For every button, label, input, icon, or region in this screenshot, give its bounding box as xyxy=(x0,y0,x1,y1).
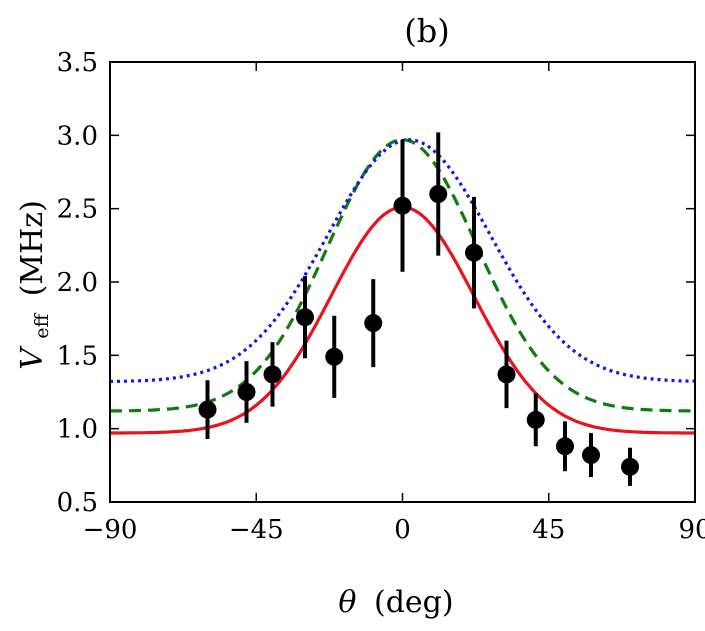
data-point xyxy=(393,196,412,215)
x-tick-label: 0 xyxy=(394,515,411,545)
y-tick-label: 0.5 xyxy=(57,488,98,518)
y-tick-label: 3.5 xyxy=(57,48,98,78)
data-points xyxy=(198,132,639,486)
plot-frame xyxy=(109,61,696,503)
x-axis-unit: (deg) xyxy=(374,585,454,620)
y-tick-labels: 0.5 1.0 1.5 2.0 2.5 3.0 3.5 xyxy=(57,48,98,518)
y-tick-label: 1.5 xyxy=(57,341,98,371)
y-axis-title: V eff (MHz) xyxy=(15,200,56,370)
y-tick-label: 2.5 xyxy=(57,195,98,225)
data-point xyxy=(582,446,600,465)
data-point xyxy=(621,457,639,476)
data-point xyxy=(237,383,256,401)
axis-ticks xyxy=(109,61,696,503)
y-axis-symbol: V xyxy=(15,345,50,370)
x-tick-label: 90 xyxy=(678,515,705,545)
y-tick-label: 2.0 xyxy=(57,268,98,298)
chart-title: (b) xyxy=(404,12,449,50)
data-point xyxy=(556,437,574,456)
data-point xyxy=(198,400,217,419)
data-point xyxy=(325,347,344,366)
data-point xyxy=(296,308,314,327)
data-point xyxy=(497,365,516,384)
y-axis-unit: (MHz) xyxy=(15,200,50,296)
x-axis-title: θ (deg) xyxy=(338,585,453,620)
data-point xyxy=(465,243,483,262)
y-tick-label: 1.0 xyxy=(57,415,98,445)
y-axis-subscript: eff xyxy=(31,312,53,338)
x-tick-label: −45 xyxy=(229,515,284,545)
x-axis-symbol: θ xyxy=(338,585,356,620)
data-point xyxy=(364,314,383,333)
data-point xyxy=(263,365,282,384)
data-point xyxy=(526,410,545,429)
x-tick-labels: −90 −45 0 45 90 xyxy=(83,515,705,545)
data-point xyxy=(429,185,448,203)
y-tick-label: 3.0 xyxy=(57,121,98,151)
x-tick-label: −90 xyxy=(83,515,138,545)
x-tick-label: 45 xyxy=(532,515,565,545)
